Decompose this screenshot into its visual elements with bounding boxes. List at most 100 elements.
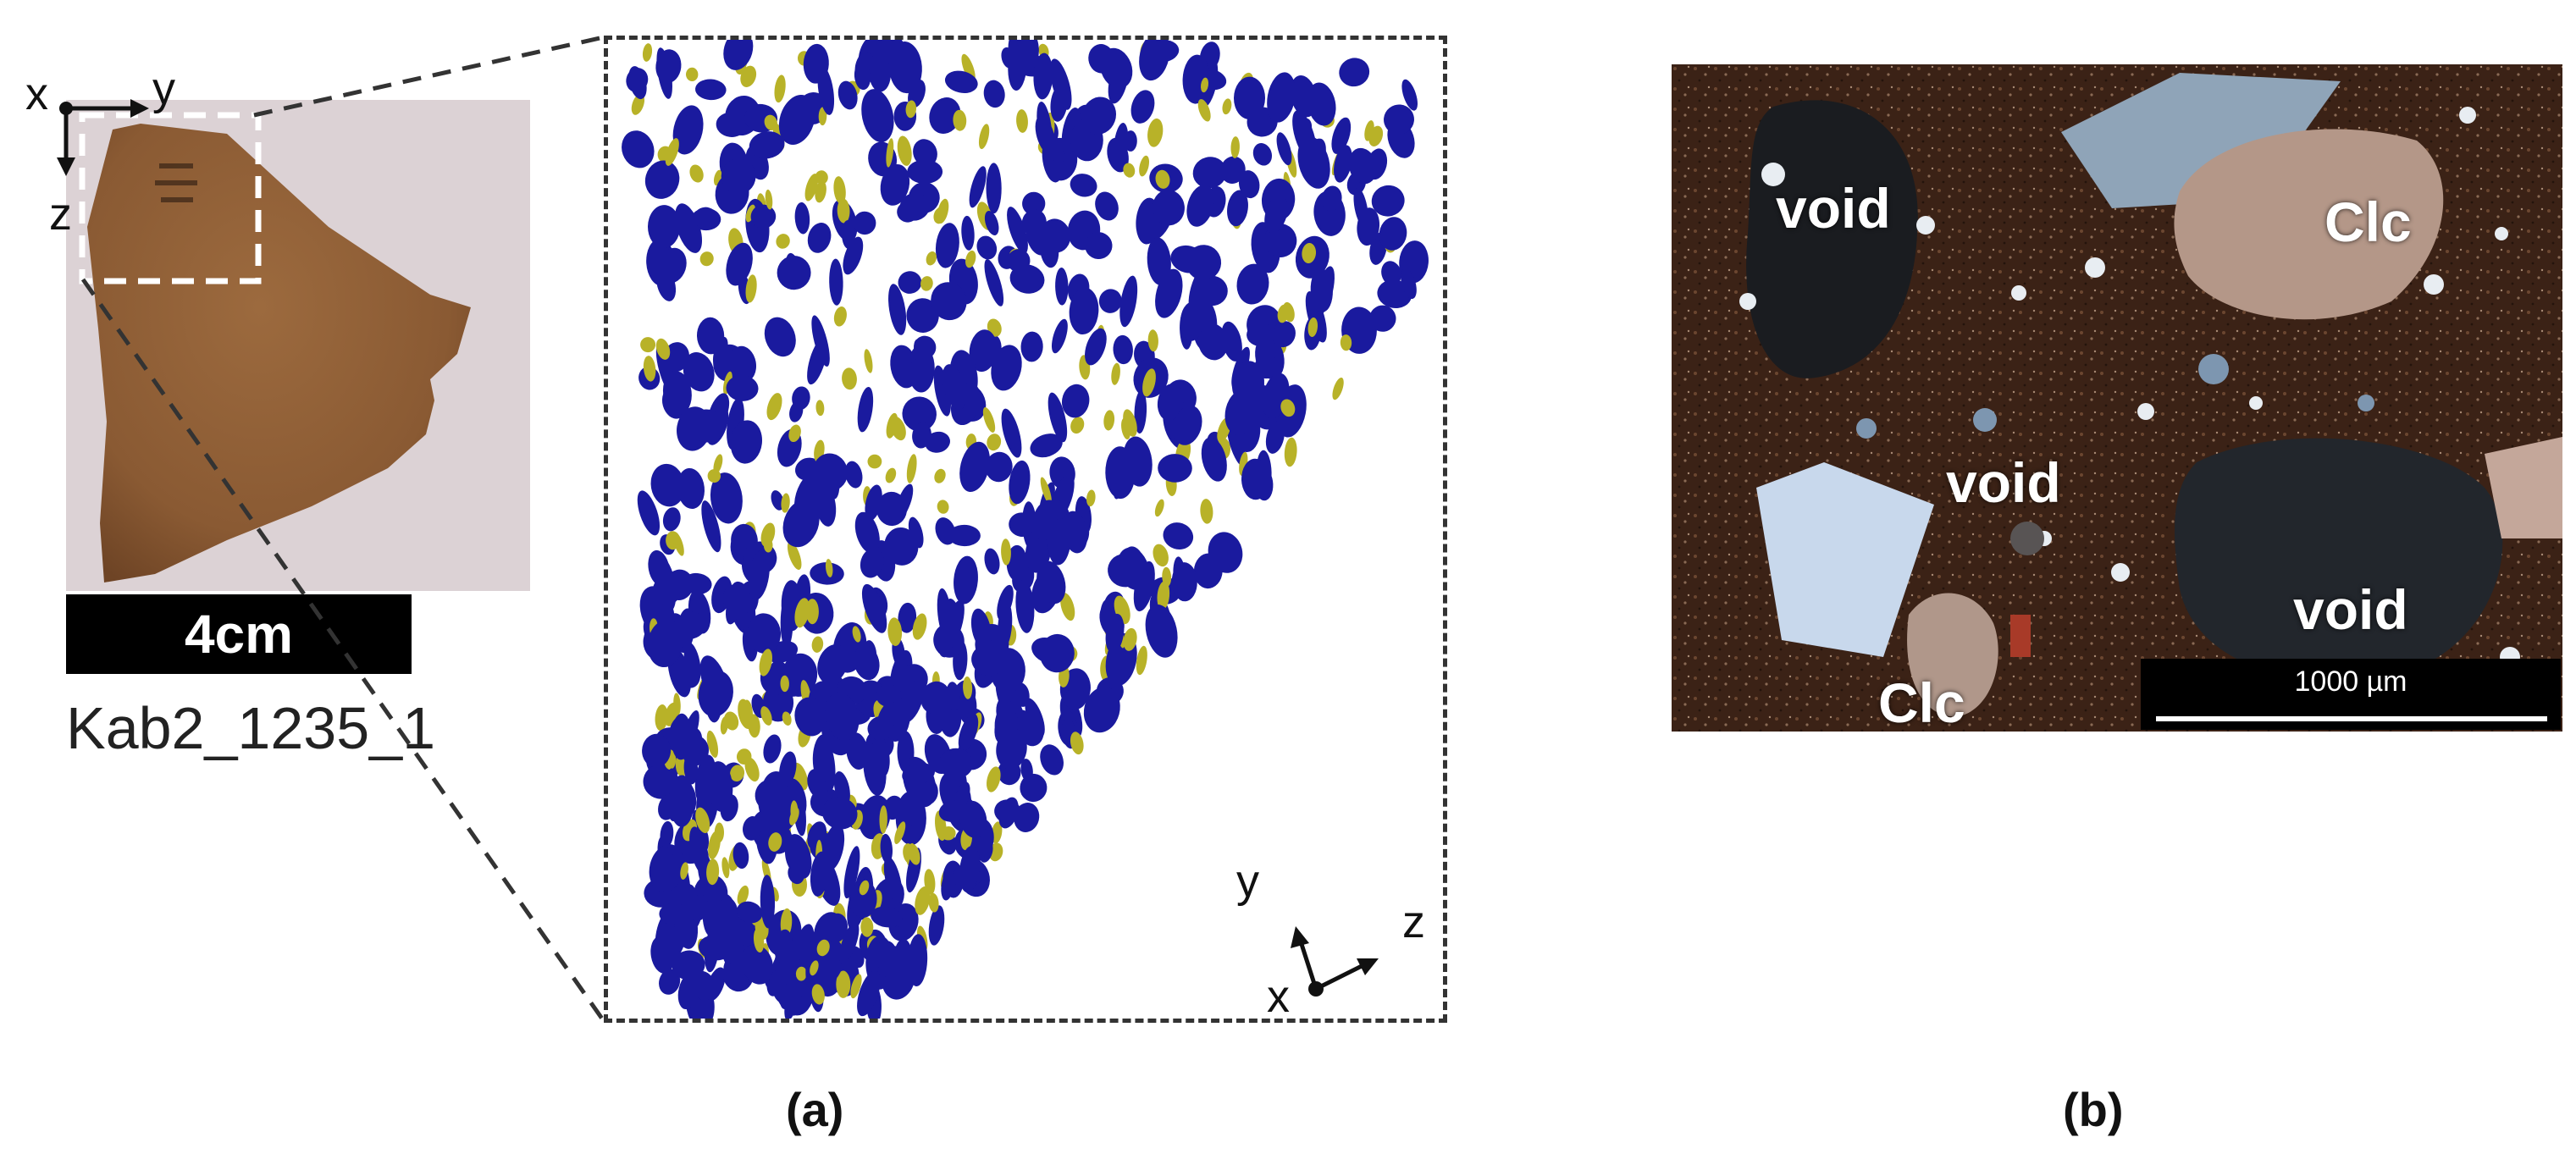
pore-particle <box>1119 275 1138 328</box>
pore-particle <box>1022 191 1046 216</box>
pore-particle <box>888 41 922 94</box>
pore-particle <box>812 453 849 491</box>
inclusion-particle <box>912 613 927 640</box>
pore-particle <box>971 644 1006 676</box>
sherd-photo <box>66 100 530 591</box>
photo-axes <box>57 99 149 176</box>
pore-particle <box>707 761 733 812</box>
pore-particle <box>683 642 701 683</box>
pore-particle <box>1192 157 1227 189</box>
inclusion-particle <box>860 917 874 937</box>
pore-particle <box>861 89 894 143</box>
pore-particle <box>1339 58 1370 87</box>
pore-particle <box>794 697 826 737</box>
inclusion-particle <box>915 886 931 915</box>
pore-particle <box>913 139 937 167</box>
pore-particle <box>899 192 930 221</box>
pore-particle <box>895 483 914 521</box>
pore-particle <box>880 833 893 864</box>
micrograph-image <box>1672 64 2562 732</box>
pore-particle <box>868 53 892 92</box>
pore-particle <box>841 220 855 249</box>
label-clc-bottom-left: Clc <box>1878 671 1965 734</box>
pore-particle <box>669 775 695 827</box>
pore-particle <box>750 204 777 229</box>
inclusion-particle <box>721 857 730 879</box>
pore-particle <box>984 548 1000 575</box>
pore-particle <box>996 728 1027 770</box>
pore-particle <box>1069 287 1099 335</box>
pore-particle <box>1384 104 1414 135</box>
inclusion-particle <box>908 843 920 865</box>
pore-particle <box>853 211 876 235</box>
pore-particle <box>792 386 810 410</box>
pore-particle <box>674 611 706 640</box>
inclusion-particle <box>987 766 1001 792</box>
pore-particle <box>811 315 830 367</box>
pore-particle <box>1276 132 1292 166</box>
inclusion-particle <box>1103 410 1115 431</box>
pore-particle <box>1369 305 1396 332</box>
pore-particle <box>713 912 744 965</box>
pore-particle <box>1108 554 1142 588</box>
inclusion-particle <box>842 367 857 390</box>
pore-particle <box>865 484 882 521</box>
pore-particle <box>931 282 967 321</box>
micro-scale-label: 1000 µm <box>2294 665 2407 698</box>
pore-particle <box>1048 392 1068 443</box>
pore-particle <box>1108 58 1129 104</box>
inclusion-particle <box>655 338 671 360</box>
pore-particle <box>1153 190 1185 226</box>
inclusion-particle <box>744 757 760 782</box>
inclusion-particle <box>978 124 990 150</box>
pore-particle <box>938 800 966 822</box>
pore-particle <box>694 207 719 229</box>
inclusion-particle <box>788 424 801 443</box>
pore-particle <box>647 205 681 249</box>
inclusion-particle <box>743 699 753 724</box>
pore-particle <box>1064 687 1086 710</box>
inclusion-particle <box>787 541 802 571</box>
pore-particle <box>984 211 999 235</box>
inclusion-particle <box>1060 593 1075 621</box>
pore-particle <box>1171 562 1197 602</box>
inclusion-particle <box>1154 499 1164 517</box>
inclusion-particle <box>894 821 906 844</box>
pore-particle <box>712 336 728 368</box>
pore-particle <box>898 271 922 294</box>
pore-particle <box>943 599 965 650</box>
inclusion-particle <box>782 711 792 726</box>
pore-particle <box>1197 323 1229 361</box>
inclusion-particle <box>655 704 668 732</box>
inclusion-particle <box>933 207 947 224</box>
inclusion-particle <box>810 960 819 976</box>
pore-particle <box>948 524 981 547</box>
pore-particle <box>637 490 661 536</box>
pore-particle <box>928 905 945 946</box>
inclusion-particle <box>1280 399 1296 417</box>
inclusion-particle <box>795 966 807 981</box>
pore-particle <box>1236 263 1269 305</box>
pore-particle <box>807 821 827 850</box>
photo-scale-label: 4cm <box>184 604 294 665</box>
pore-particle <box>1139 40 1170 81</box>
pore-particle <box>970 608 992 650</box>
pore-particle <box>902 396 937 432</box>
inclusion-particle <box>825 559 833 577</box>
pore-particle <box>1227 190 1248 227</box>
inclusion-particle <box>1001 538 1011 566</box>
pore-particle <box>732 842 749 870</box>
pore-particle <box>958 713 979 752</box>
inclusion-particle <box>890 416 906 441</box>
inclusion-particle <box>780 675 789 693</box>
inclusion-particle <box>1070 732 1084 755</box>
pore-particle <box>1113 334 1133 365</box>
inclusion-particle <box>673 693 681 716</box>
inclusion-particle <box>708 831 721 859</box>
inclusion-particle <box>815 180 826 203</box>
pore-particle <box>622 130 655 168</box>
pore-particle <box>1113 123 1129 171</box>
inclusion-particle <box>764 114 777 130</box>
inclusion-particle <box>906 454 917 483</box>
pore-particle <box>907 159 943 185</box>
